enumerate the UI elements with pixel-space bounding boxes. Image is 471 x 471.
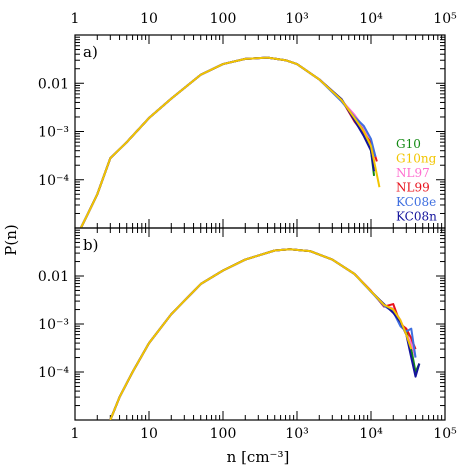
series-line-g10ng [79,56,381,228]
panel-a-y-tick-label: 0.01 [38,76,69,92]
legend-entry-g10ng: G10ng [396,152,437,166]
panel-b-y-tick-label: 0.01 [38,269,69,285]
panel-a-frame [74,34,446,229]
panel-b-y-tick-label: 10⁻⁴ [38,365,69,381]
x-tick-label-top: 10³ [285,11,308,27]
x-axis-label: n [cm⁻³] [227,448,290,466]
panel-b-y-tick-label: 10⁻³ [38,317,69,333]
x-tick-label-bottom: 100 [210,426,237,442]
panel-a-y-tick-label: 10⁻⁴ [38,173,69,189]
x-tick-label-top: 10⁴ [359,11,383,27]
panel-b-frame [74,227,446,421]
x-tick-label-bottom: 1 [71,426,80,442]
panel-a: 1 10 100 10³ 10⁴ 10⁵ 10⁻⁴ 10⁻³ 0.01 a) [38,11,457,229]
legend-entry-nl99: NL99 [396,181,430,195]
x-tick-label-top: 10⁵ [433,11,457,27]
legend-entry-nl97: NL97 [396,166,430,180]
x-tick-label-top: 10 [140,11,158,27]
x-tick-label-bottom: 10⁵ [433,426,457,442]
legend-entry-kc08n: KC08n [396,210,437,224]
x-tick-label-top: 100 [210,11,237,27]
panel-a-label: a) [83,43,98,61]
panel-a-y-tick-label: 10⁻³ [38,125,69,141]
legend-entry-g10: G10 [396,137,421,151]
series-line-g10ng [109,248,413,420]
y-axis-label: P(n) [2,224,20,255]
x-tick-label-bottom: 10 [140,426,158,442]
panel-b: 1 10 100 10³ 10⁴ 10⁵ 10⁻⁴ 10⁻³ 0.01 b) [38,227,457,442]
x-tick-label-top: 1 [71,11,80,27]
panel-b-label: b) [83,236,98,254]
x-tick-label-bottom: 10⁴ [359,426,383,442]
x-tick-label-bottom: 10³ [285,426,308,442]
legend-entry-kc08e: KC08e [396,195,436,209]
